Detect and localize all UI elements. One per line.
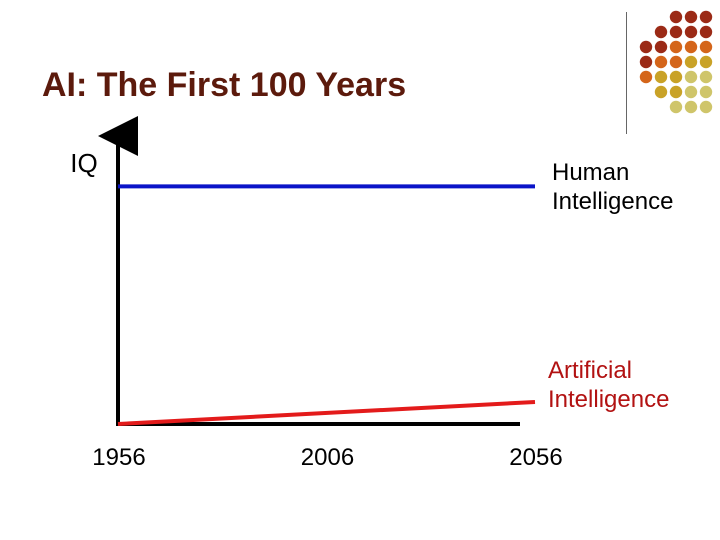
series-label: Artificial Intelligence xyxy=(548,357,669,413)
decorative-dot xyxy=(669,40,683,54)
decorative-dot xyxy=(639,40,653,54)
decorative-dot xyxy=(669,70,683,84)
decorative-dot xyxy=(669,10,683,24)
decorative-dot xyxy=(684,100,698,114)
decorative-dot xyxy=(669,25,683,39)
decorative-dot xyxy=(699,85,713,99)
decorative-dot xyxy=(669,85,683,99)
decorative-dot xyxy=(699,100,713,114)
decorative-dot xyxy=(699,25,713,39)
decorative-dot xyxy=(654,70,668,84)
decorative-dot xyxy=(639,70,653,84)
decorative-dot xyxy=(654,85,668,99)
decorative-dot xyxy=(699,70,713,84)
title-divider-line xyxy=(626,12,627,134)
series-line xyxy=(117,399,536,426)
decorative-dot xyxy=(684,55,698,69)
decorative-dot xyxy=(684,10,698,24)
decorative-dot xyxy=(669,55,683,69)
x-tick-label: 2056 xyxy=(509,444,562,471)
decorative-dot xyxy=(684,25,698,39)
decorative-dot xyxy=(684,70,698,84)
decorative-dot xyxy=(669,100,683,114)
series-label: Human Intelligence xyxy=(552,159,673,215)
decorative-dot xyxy=(639,55,653,69)
decorative-dot xyxy=(699,55,713,69)
x-tick-label: 1956 xyxy=(92,444,145,471)
decorative-dot xyxy=(699,10,713,24)
decorative-dot xyxy=(654,55,668,69)
decorative-dot xyxy=(684,40,698,54)
decorative-dot xyxy=(654,40,668,54)
decorative-dot xyxy=(654,25,668,39)
decorative-dot xyxy=(699,40,713,54)
slide-title: AI: The First 100 Years xyxy=(42,66,407,104)
y-axis-label: IQ xyxy=(70,148,97,178)
decorative-dot xyxy=(684,85,698,99)
x-tick-label: 2006 xyxy=(301,444,354,471)
